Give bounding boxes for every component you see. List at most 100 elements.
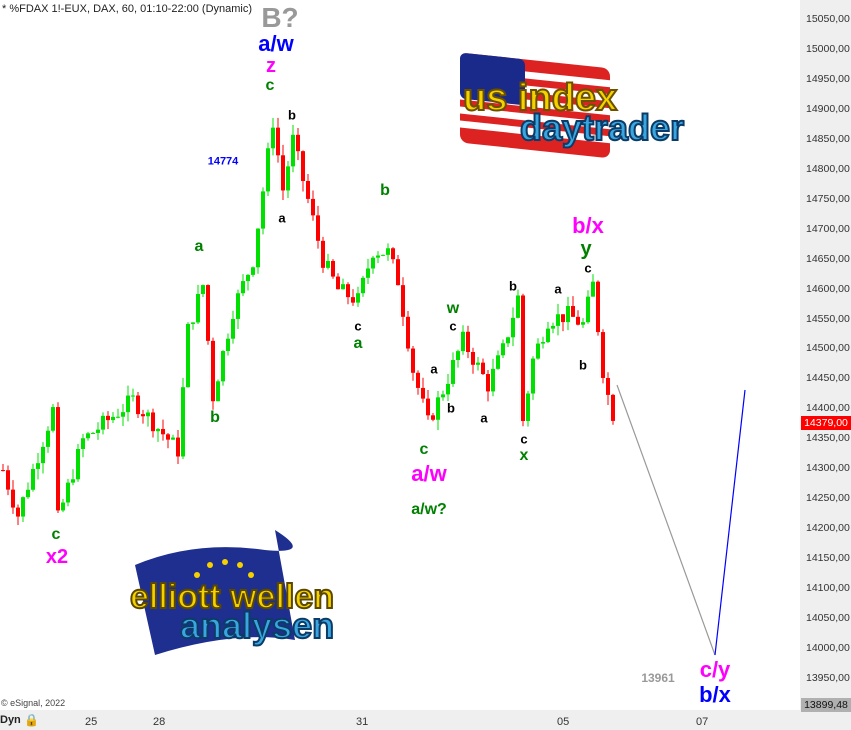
candle bbox=[506, 336, 510, 348]
y-tick: 14050,00 bbox=[806, 612, 850, 624]
y-tick: 14000,00 bbox=[806, 641, 850, 654]
candle bbox=[231, 310, 235, 344]
candle bbox=[476, 356, 480, 371]
candle bbox=[76, 443, 80, 482]
svg-text:elliott wellen: elliott wellen bbox=[130, 578, 334, 616]
candle bbox=[501, 339, 505, 358]
wave-label: b bbox=[579, 357, 587, 373]
wave-label: b bbox=[288, 107, 296, 123]
candle bbox=[36, 453, 40, 480]
x-tick: 31 bbox=[356, 716, 369, 728]
dynamic-label: Dyn bbox=[0, 714, 21, 726]
candle bbox=[291, 124, 295, 173]
candle bbox=[516, 289, 520, 319]
candle bbox=[56, 402, 60, 513]
candle bbox=[261, 187, 265, 235]
candle bbox=[456, 349, 460, 368]
wave-label: c bbox=[51, 526, 61, 543]
candle bbox=[546, 321, 550, 344]
candle bbox=[576, 310, 580, 326]
candle bbox=[111, 412, 115, 423]
wave-label: c bbox=[354, 318, 362, 334]
wave-label: b bbox=[380, 182, 390, 199]
x-tick: 25 bbox=[85, 716, 98, 728]
wave-label: a bbox=[480, 410, 488, 426]
y-tick: 14600,00 bbox=[806, 282, 850, 295]
y-tick: 14550,00 bbox=[806, 312, 850, 325]
wave-label: a bbox=[430, 361, 438, 377]
projection-line-up[interactable] bbox=[714, 389, 746, 656]
candle bbox=[156, 428, 160, 442]
wave-label: c bbox=[520, 431, 528, 447]
candle bbox=[106, 411, 110, 430]
candle bbox=[316, 205, 320, 249]
candle bbox=[386, 243, 390, 261]
axis-bottom-value: 13899,48 bbox=[801, 698, 851, 712]
candle bbox=[131, 388, 135, 402]
candle bbox=[266, 142, 270, 196]
wave-label: c bbox=[265, 77, 275, 94]
candle bbox=[1, 464, 5, 472]
candle bbox=[11, 480, 15, 514]
candle bbox=[61, 498, 65, 513]
lock-icon[interactable]: 🔒 bbox=[24, 713, 39, 727]
candle bbox=[371, 255, 375, 274]
candle bbox=[556, 303, 560, 336]
candle bbox=[521, 293, 525, 427]
candle bbox=[321, 236, 325, 273]
candle bbox=[196, 284, 200, 324]
us-index-daytrader-logo: us index daytrader bbox=[460, 53, 685, 158]
y-tick: 14500,00 bbox=[806, 342, 850, 355]
y-tick: 14800,00 bbox=[806, 162, 850, 175]
candle bbox=[566, 296, 570, 331]
x-tick: 07 bbox=[696, 716, 709, 728]
candle bbox=[66, 478, 70, 507]
svg-text:analysen: analysen bbox=[180, 605, 334, 646]
candle bbox=[496, 350, 500, 370]
wave-label: 14774 bbox=[207, 155, 239, 168]
candle bbox=[381, 254, 385, 257]
candle bbox=[251, 266, 255, 277]
y-tick: 14850,00 bbox=[806, 132, 850, 145]
time-axis[interactable] bbox=[0, 710, 851, 730]
candle bbox=[551, 322, 555, 334]
wave-label: a bbox=[194, 238, 204, 255]
candle bbox=[311, 190, 315, 221]
candle bbox=[81, 433, 85, 458]
price-axis[interactable] bbox=[800, 0, 851, 710]
candle bbox=[176, 429, 180, 465]
copyright: © eSignal, 2022 bbox=[1, 698, 66, 708]
wave-label: a/w bbox=[258, 31, 294, 56]
candle bbox=[406, 311, 410, 352]
y-tick: 14350,00 bbox=[806, 432, 850, 445]
wave-label: a/w bbox=[411, 461, 447, 486]
candle bbox=[246, 274, 250, 291]
candle bbox=[86, 431, 90, 441]
candle bbox=[601, 329, 605, 384]
candle bbox=[416, 370, 420, 395]
candle bbox=[171, 434, 175, 440]
candle bbox=[361, 275, 365, 297]
candle bbox=[296, 127, 300, 161]
candle bbox=[211, 337, 215, 410]
candle bbox=[41, 442, 45, 474]
wave-label: a bbox=[353, 335, 363, 352]
wave-label: x2 bbox=[45, 546, 69, 568]
candle bbox=[91, 431, 95, 434]
candle bbox=[376, 251, 380, 264]
candle bbox=[611, 393, 615, 425]
candle bbox=[446, 374, 450, 402]
candle bbox=[181, 377, 185, 459]
projection-line-down[interactable] bbox=[616, 384, 716, 656]
y-tick: 14250,00 bbox=[806, 492, 850, 505]
wave-label: b/x bbox=[699, 682, 731, 707]
candle bbox=[526, 390, 530, 427]
candle bbox=[436, 390, 440, 431]
candle bbox=[331, 259, 335, 279]
candle bbox=[31, 463, 35, 492]
chart-title: * %FDAX 1!-EUX, DAX, 60, 01:10-22:00 (Dy… bbox=[2, 3, 253, 15]
wave-label: z bbox=[266, 55, 276, 77]
candle bbox=[226, 333, 230, 356]
y-tick: 15000,00 bbox=[806, 42, 850, 55]
